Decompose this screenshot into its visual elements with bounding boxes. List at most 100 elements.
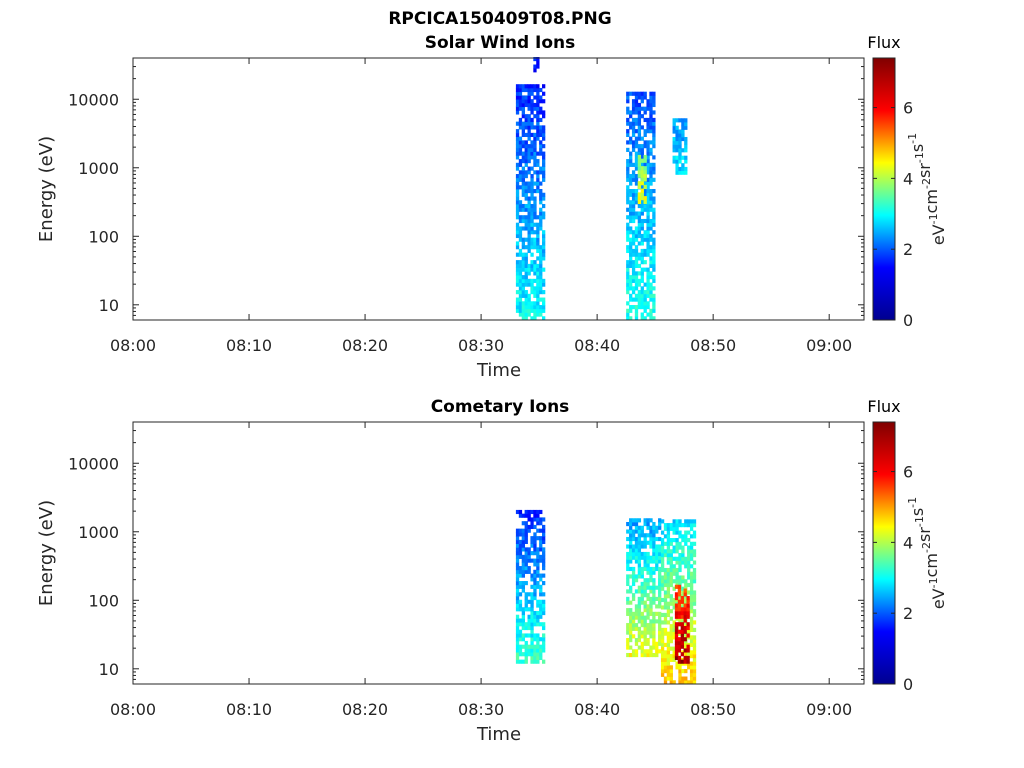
heatmap-cell [637, 600, 642, 605]
heatmap-cell [521, 532, 526, 537]
heatmap-cell [631, 203, 636, 209]
heatmap-cell [533, 222, 537, 227]
heatmap-cell [629, 218, 633, 224]
heatmap-cell [646, 241, 650, 246]
heatmap-cell [515, 528, 520, 533]
heatmap-cell [539, 577, 543, 582]
heatmap-cell [675, 560, 679, 565]
heatmap-cell [518, 267, 523, 272]
heatmap-cell [515, 155, 520, 160]
heatmap-cell [515, 640, 520, 646]
heatmap-cell [689, 676, 694, 681]
heatmap-cell [649, 536, 653, 542]
heatmap-cell [649, 162, 653, 167]
heatmap-cell [637, 271, 642, 276]
heatmap-cell [634, 308, 639, 313]
heatmap-cell [652, 230, 656, 235]
heatmap-cell [669, 669, 673, 674]
heatmap-cell [542, 566, 546, 571]
heatmap-cell [533, 592, 537, 597]
heatmap-cell [646, 155, 650, 160]
heatmap-cell [655, 536, 659, 542]
heatmap-cell [542, 290, 546, 295]
heatmap-cell [515, 99, 520, 104]
heatmap-cell [626, 271, 630, 276]
heatmap-cell [652, 222, 656, 227]
heatmap-cell [684, 560, 688, 565]
heatmap-cell [646, 140, 650, 145]
heatmap-cell [680, 652, 684, 657]
heatmap-cell [536, 536, 540, 541]
heatmap-cell [626, 529, 630, 534]
heatmap-cell [646, 218, 650, 224]
heatmap-cell [649, 634, 653, 639]
heatmap-cell [515, 532, 520, 537]
heatmap-cell [539, 521, 543, 526]
heatmap-cell [539, 622, 543, 627]
heatmap-cell [626, 248, 630, 254]
heatmap-cell [655, 619, 659, 624]
heatmap-cell [637, 125, 642, 130]
heatmap-cell [692, 579, 697, 584]
heatmap-cell [521, 513, 526, 518]
heatmap-cell [542, 562, 546, 567]
heatmap-cell [680, 629, 684, 634]
heatmap-cell [674, 640, 679, 646]
heatmap-cell [652, 248, 656, 254]
heatmap-cell [539, 547, 543, 552]
heatmap-cell [530, 151, 534, 156]
heatmap-cell [663, 627, 668, 632]
heatmap-cell [678, 159, 682, 164]
heatmap-cell [626, 652, 630, 658]
heatmap-cell [687, 538, 691, 543]
heatmap-cell [530, 174, 534, 179]
heatmap-cell [643, 578, 647, 583]
heatmap-cell [649, 585, 653, 590]
heatmap-cell [681, 586, 685, 591]
heatmap-cell [539, 278, 543, 283]
heatmap-cell [533, 648, 537, 653]
heatmap-cell [530, 185, 534, 190]
heatmap-cell [536, 640, 540, 646]
heatmap-cell [684, 530, 688, 535]
heatmap-cell [518, 513, 523, 518]
heatmap-cell [626, 308, 630, 313]
heatmap-cell [660, 530, 665, 535]
heatmap-cell [521, 159, 526, 164]
heatmap-cell [524, 652, 528, 657]
heatmap-cell [530, 87, 534, 93]
heatmap-cell [649, 645, 653, 650]
heatmap-cell [533, 558, 537, 563]
heatmap-cell [640, 652, 644, 658]
heatmap-cell [634, 263, 639, 268]
heatmap-cell [539, 539, 543, 544]
heatmap-cell [678, 665, 682, 670]
heatmap-cell [689, 601, 694, 606]
heatmap-cell [634, 248, 639, 254]
heatmap-cell [643, 218, 647, 224]
heatmap-cell [515, 215, 520, 220]
heatmap-cell [637, 222, 642, 227]
heatmap-cell [686, 607, 690, 612]
heatmap-cell [524, 132, 528, 137]
heatmap-cell [542, 155, 546, 160]
heatmap-cell [660, 575, 665, 580]
heatmap-cell [652, 544, 656, 549]
heatmap-cell [637, 585, 642, 590]
heatmap-cell [634, 282, 639, 287]
heatmap-cell [637, 241, 642, 246]
heatmap-cell [660, 564, 665, 569]
heatmap-cell [629, 574, 633, 579]
panel-title: Cometary Ions [431, 397, 570, 417]
heatmap-cell [643, 252, 647, 257]
heatmap-cell [681, 170, 685, 175]
heatmap-cell [533, 162, 537, 167]
heatmap-cell [652, 129, 656, 134]
heatmap-cell [675, 571, 679, 576]
heatmap-cell [680, 637, 684, 642]
heatmap-cell [530, 625, 534, 631]
heatmap-cell [649, 578, 653, 583]
x-axis-label: Time [476, 360, 521, 381]
heatmap-cell [536, 618, 540, 623]
heatmap-cell [652, 144, 656, 149]
